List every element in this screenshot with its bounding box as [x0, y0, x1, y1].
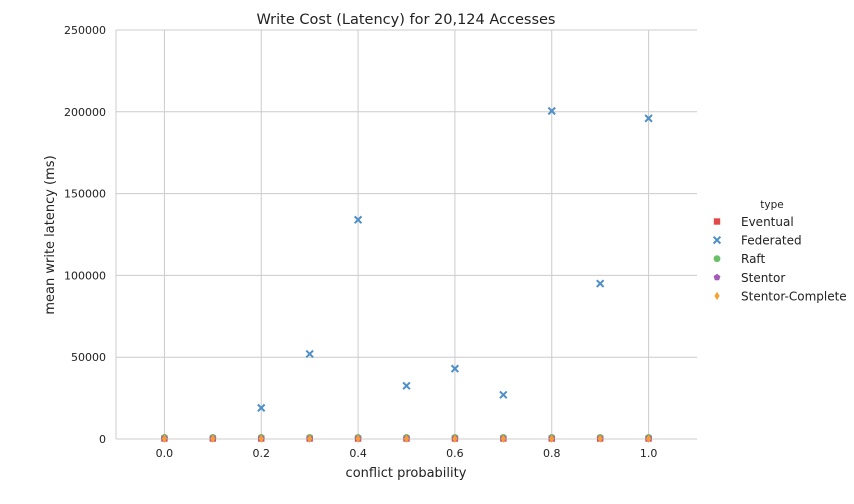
- y-tick-label: 100000: [64, 269, 106, 282]
- x-tick-label: 0.4: [349, 447, 367, 460]
- point-federated: [402, 381, 411, 390]
- legend-label: Federated: [741, 234, 802, 248]
- point-federated: [305, 349, 314, 359]
- axes: 0 50000 100000 150000 200000 250000 0.0 0.2 0.4 0…: [64, 24, 697, 460]
- point-stentor-complete: [307, 434, 313, 443]
- x-tick-label: 0.8: [543, 447, 561, 460]
- grid-lines: [116, 29, 697, 440]
- point-stentor-complete: [452, 434, 458, 443]
- legend-marker: [714, 291, 720, 301]
- x-tick-label: 1.0: [640, 447, 658, 460]
- y-tick-label: 150000: [64, 188, 106, 201]
- legend-label: Stentor: [741, 271, 785, 285]
- y-tick-label: 0: [99, 433, 106, 446]
- chart-title: Write Cost (Latency) for 20,124 Accesses: [257, 12, 556, 28]
- y-tick-label: 250000: [64, 24, 106, 37]
- point-stentor-complete: [597, 434, 603, 443]
- point-federated: [547, 106, 556, 116]
- x-tick-label: 0.0: [156, 447, 174, 460]
- legend-title: type: [760, 199, 783, 211]
- x-tick-label: 0.2: [253, 447, 271, 460]
- legend-marker: [713, 218, 721, 225]
- point-federated: [257, 403, 266, 413]
- legend-marker: [713, 273, 721, 281]
- point-stentor-complete: [210, 434, 216, 443]
- legend-label: Eventual: [741, 215, 794, 229]
- legend-marker: [713, 255, 721, 263]
- legend-label: Stentor-Complete: [741, 289, 847, 303]
- point-stentor-complete: [161, 434, 168, 443]
- x-tick-label: 0.6: [446, 447, 464, 460]
- data-points: [160, 106, 653, 443]
- point-stentor-complete: [645, 434, 652, 443]
- point-federated: [353, 215, 363, 224]
- point-federated: [499, 390, 508, 399]
- point-federated: [450, 364, 460, 373]
- legend: type Eventual Federated Raft Stentor Stentor…: [712, 199, 847, 303]
- point-federated: [644, 114, 653, 123]
- x-axis-label: conflict probability: [346, 466, 467, 481]
- point-stentor-complete: [258, 434, 264, 443]
- legend-marker: [712, 235, 722, 245]
- point-stentor-complete: [355, 434, 361, 443]
- point-stentor-complete: [403, 434, 410, 443]
- point-stentor-complete: [549, 434, 555, 443]
- y-tick-label: 50000: [71, 351, 106, 364]
- legend-label: Raft: [741, 252, 765, 266]
- y-axis-label: mean write latency (ms): [43, 155, 58, 314]
- y-tick-label: 200000: [64, 106, 106, 119]
- point-stentor-complete: [500, 434, 506, 443]
- point-federated: [596, 279, 605, 288]
